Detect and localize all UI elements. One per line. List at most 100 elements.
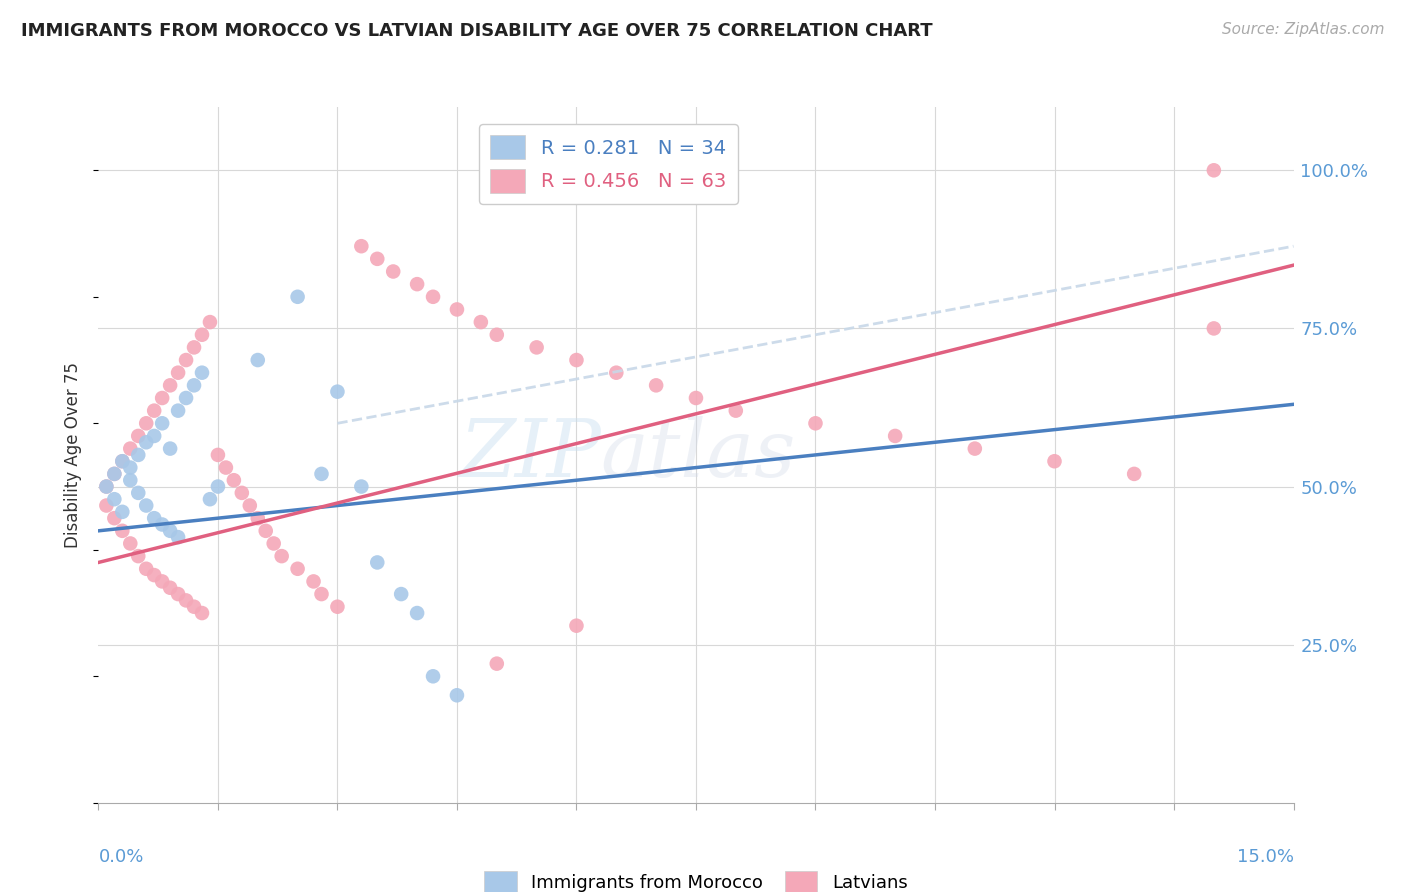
Point — [150, 574, 173, 589]
Point — [270, 549, 292, 563]
Point — [198, 315, 221, 329]
Point — [222, 473, 245, 487]
Y-axis label: Disability Age Over 75: Disability Age Over 75 — [65, 362, 83, 548]
Point — [406, 277, 429, 292]
Point — [1123, 467, 1146, 481]
Point — [366, 252, 388, 266]
Point — [159, 442, 181, 456]
Point — [215, 460, 238, 475]
Point — [150, 417, 173, 431]
Point — [191, 327, 214, 342]
Point — [645, 378, 668, 392]
Text: IMMIGRANTS FROM MOROCCO VS LATVIAN DISABILITY AGE OVER 75 CORRELATION CHART: IMMIGRANTS FROM MOROCCO VS LATVIAN DISAB… — [21, 22, 932, 40]
Point — [111, 454, 134, 468]
Point — [884, 429, 907, 443]
Point — [263, 536, 285, 550]
Point — [446, 302, 468, 317]
Point — [246, 353, 269, 368]
Point — [120, 473, 142, 487]
Point — [685, 391, 707, 405]
Point — [143, 429, 166, 443]
Point — [167, 403, 190, 417]
Legend: Immigrants from Morocco, Latvians: Immigrants from Morocco, Latvians — [477, 864, 915, 892]
Point — [326, 599, 349, 614]
Point — [135, 435, 157, 450]
Point — [103, 492, 125, 507]
Point — [183, 599, 205, 614]
Point — [485, 327, 508, 342]
Text: Source: ZipAtlas.com: Source: ZipAtlas.com — [1222, 22, 1385, 37]
Point — [565, 353, 588, 368]
Point — [143, 568, 166, 582]
Point — [174, 353, 197, 368]
Point — [191, 366, 214, 380]
Point — [287, 562, 309, 576]
Point — [159, 581, 181, 595]
Point — [302, 574, 325, 589]
Point — [159, 524, 181, 538]
Point — [111, 524, 134, 538]
Point — [389, 587, 412, 601]
Point — [724, 403, 747, 417]
Point — [1043, 454, 1066, 468]
Point — [382, 264, 405, 278]
Point — [366, 556, 388, 570]
Point — [287, 290, 309, 304]
Point — [127, 549, 149, 563]
Point — [470, 315, 492, 329]
Point — [103, 467, 125, 481]
Point — [96, 479, 118, 493]
Point — [350, 239, 373, 253]
Point — [198, 492, 221, 507]
Point — [605, 366, 627, 380]
Point — [446, 688, 468, 702]
Point — [159, 378, 181, 392]
Point — [422, 669, 444, 683]
Point — [127, 486, 149, 500]
Point — [135, 499, 157, 513]
Point — [103, 511, 125, 525]
Point — [207, 479, 229, 493]
Point — [239, 499, 262, 513]
Point — [167, 366, 190, 380]
Point — [167, 587, 190, 601]
Point — [326, 384, 349, 399]
Point — [120, 536, 142, 550]
Point — [1202, 163, 1225, 178]
Point — [143, 511, 166, 525]
Point — [135, 417, 157, 431]
Point — [103, 467, 125, 481]
Point — [350, 479, 373, 493]
Text: 15.0%: 15.0% — [1236, 848, 1294, 866]
Point — [231, 486, 253, 500]
Text: atlas: atlas — [600, 417, 796, 493]
Point — [174, 391, 197, 405]
Point — [207, 448, 229, 462]
Point — [311, 587, 333, 601]
Point — [311, 467, 333, 481]
Point — [150, 517, 173, 532]
Point — [127, 448, 149, 462]
Point — [804, 417, 827, 431]
Point — [183, 340, 205, 354]
Point — [120, 442, 142, 456]
Point — [191, 606, 214, 620]
Point — [111, 454, 134, 468]
Point — [422, 290, 444, 304]
Point — [150, 391, 173, 405]
Point — [565, 618, 588, 632]
Point — [111, 505, 134, 519]
Point — [246, 511, 269, 525]
Point — [183, 378, 205, 392]
Point — [406, 606, 429, 620]
Point — [167, 530, 190, 544]
Point — [143, 403, 166, 417]
Point — [485, 657, 508, 671]
Text: ZIP: ZIP — [458, 417, 600, 493]
Point — [96, 499, 118, 513]
Point — [135, 562, 157, 576]
Point — [127, 429, 149, 443]
Point — [526, 340, 548, 354]
Point — [254, 524, 277, 538]
Point — [96, 479, 118, 493]
